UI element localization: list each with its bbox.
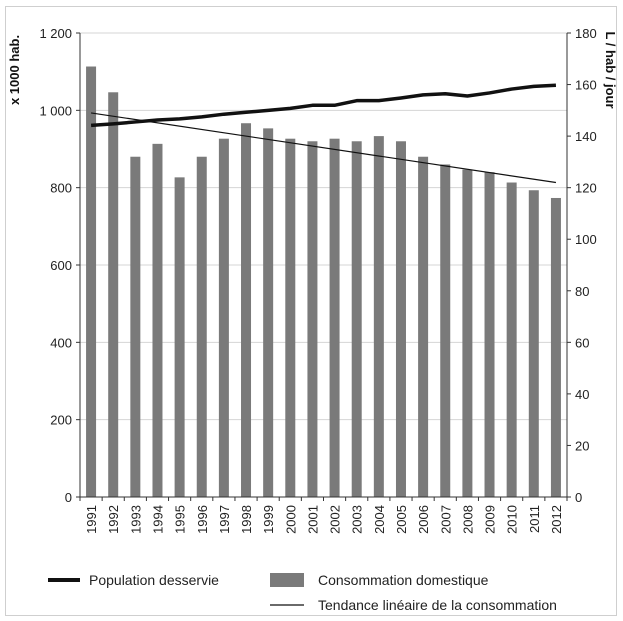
bar-2000 <box>285 138 296 497</box>
left-tick-label: 800 <box>50 181 72 196</box>
right-tick-label: 80 <box>575 284 589 299</box>
population-line-group <box>90 83 557 128</box>
x-tick-label: 2010 <box>505 505 520 534</box>
x-tick-label: 2007 <box>438 505 453 534</box>
bar-2005 <box>395 141 406 497</box>
left-tick-label: 1 200 <box>39 26 72 41</box>
x-tick-label: 2000 <box>283 505 298 534</box>
bar-2003 <box>351 141 362 497</box>
left-tick-labels: 0 200 400 600 800 1 000 1 200 <box>39 26 80 505</box>
right-axis-title: L / hab / jour <box>603 31 618 108</box>
right-tick-label: 60 <box>575 335 589 350</box>
x-tick-label: 1993 <box>128 505 143 534</box>
x-tick-label: 1997 <box>217 505 232 534</box>
x-tick-label: 2005 <box>394 505 409 534</box>
legend-trend-label: Tendance linéaire de la consommation <box>318 597 557 613</box>
legend-consommation-swatch <box>270 573 304 587</box>
bar-2012 <box>550 197 561 497</box>
right-tick-label: 120 <box>575 181 597 196</box>
x-tick-label: 2003 <box>350 505 365 534</box>
left-axis-title: x 1000 hab. <box>7 35 22 105</box>
bar-1994 <box>152 143 163 497</box>
bars-consommation <box>86 66 561 498</box>
population-line <box>90 83 557 128</box>
right-tick-label: 140 <box>575 129 597 144</box>
right-tick-label: 40 <box>575 387 589 402</box>
x-tick-label: 2001 <box>305 505 320 534</box>
left-tick-label: 1 000 <box>39 103 72 118</box>
right-tick-label: 160 <box>575 78 597 93</box>
x-tick-label: 2012 <box>549 505 564 534</box>
x-tick-label: 1994 <box>150 505 165 534</box>
x-tick-label: 1995 <box>173 505 188 534</box>
x-tick-label: 1996 <box>195 505 210 534</box>
bar-1992 <box>108 92 119 498</box>
bar-1999 <box>263 128 274 497</box>
x-tick-label: 1991 <box>84 505 99 534</box>
bar-2006 <box>418 156 429 497</box>
bar-1993 <box>130 156 141 497</box>
trend-line <box>90 112 557 184</box>
bar-2004 <box>373 136 384 497</box>
x-tick-label: 2011 <box>527 505 542 533</box>
x-tick-labels: 1991 1992 1993 1994 1995 1996 1997 1998 1999 2000… <box>79 497 568 534</box>
right-tick-label: 0 <box>575 490 582 505</box>
bar-2010 <box>506 182 517 497</box>
bar-2009 <box>484 172 495 497</box>
bar-2008 <box>462 169 473 497</box>
legend: Population desservie Consommation domest… <box>48 572 557 613</box>
bar-2011 <box>528 190 539 497</box>
left-tick-label: 200 <box>50 413 72 428</box>
bar-1991 <box>86 66 97 497</box>
left-tick-label: 600 <box>50 258 72 273</box>
trend-line-group <box>90 112 557 184</box>
x-tick-label: 2004 <box>372 505 387 534</box>
bar-2002 <box>329 138 340 497</box>
x-tick-label: 2009 <box>483 505 498 534</box>
legend-population-label: Population desservie <box>89 572 219 588</box>
bar-2007 <box>440 164 451 497</box>
x-tick-label: 2002 <box>328 505 343 534</box>
right-tick-labels: 0 20 40 60 80 100 120 140 160 180 <box>567 26 597 505</box>
x-tick-label: 1998 <box>239 505 254 534</box>
bar-1996 <box>196 156 207 497</box>
left-tick-label: 0 <box>65 490 72 505</box>
x-tick-label: 2006 <box>416 505 431 534</box>
legend-consommation-label: Consommation domestique <box>318 572 489 588</box>
bar-1998 <box>241 123 252 497</box>
right-tick-label: 100 <box>575 232 597 247</box>
bar-1995 <box>174 177 185 497</box>
x-tick-label: 1992 <box>106 505 121 534</box>
chart-frame <box>5 6 617 616</box>
right-tick-label: 180 <box>575 26 597 41</box>
bar-1997 <box>218 138 229 497</box>
left-tick-label: 400 <box>50 335 72 350</box>
x-tick-label: 1999 <box>261 505 276 534</box>
bar-2001 <box>307 141 318 497</box>
right-tick-label: 20 <box>575 438 589 453</box>
x-tick-label: 2008 <box>460 505 475 534</box>
